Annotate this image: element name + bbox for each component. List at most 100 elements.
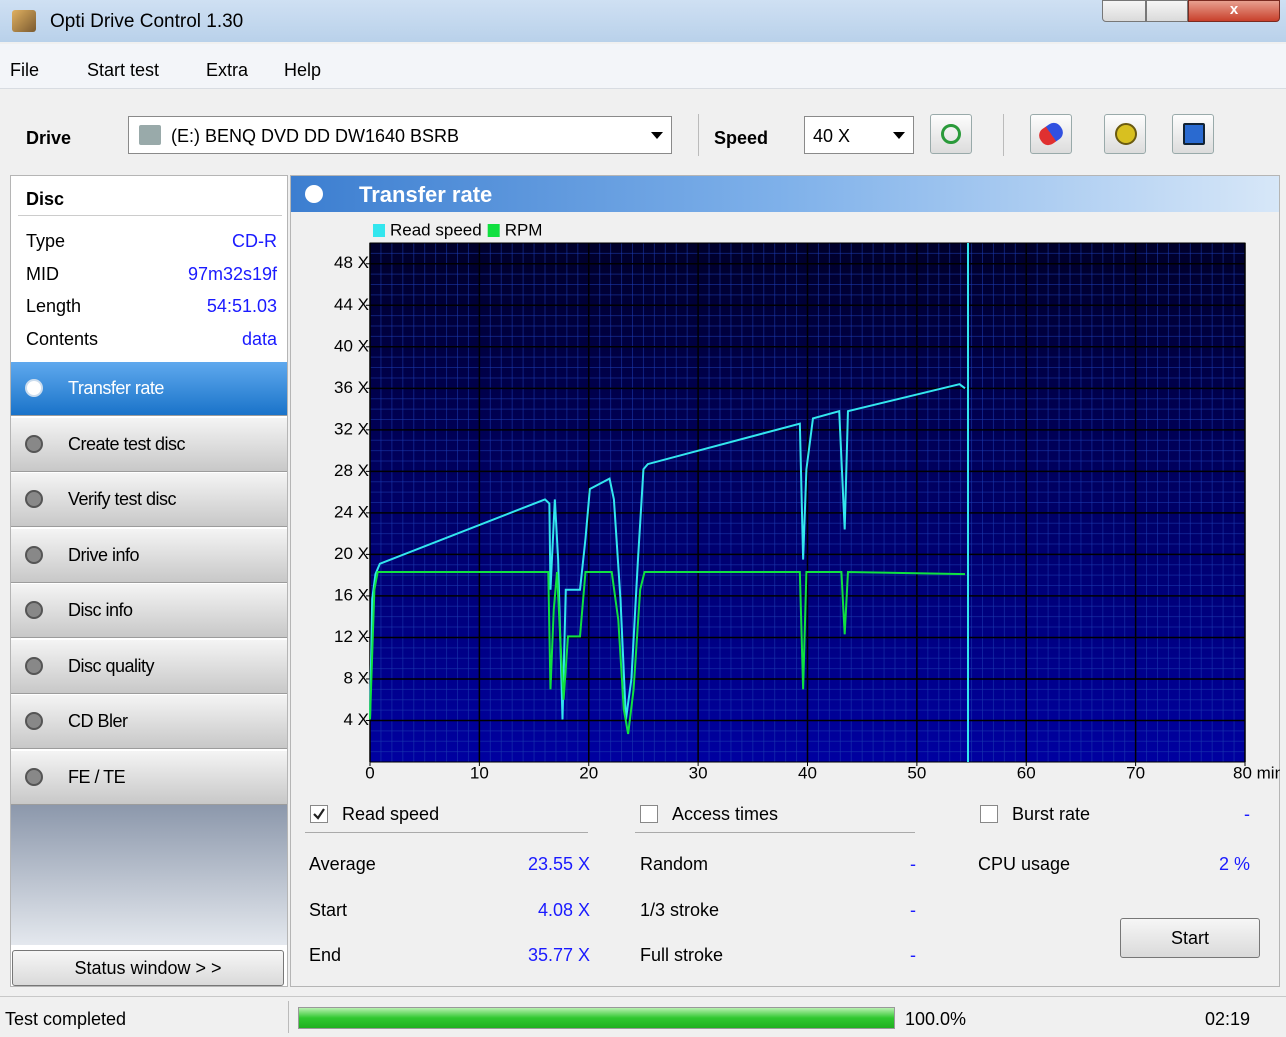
status-window-button[interactable]: Status window > > (12, 950, 284, 986)
disc-field-value: data (241, 328, 277, 349)
menu-item[interactable]: File (10, 60, 40, 80)
settings-button[interactable] (1104, 114, 1146, 154)
checkbox[interactable] (980, 805, 998, 823)
result-label: End (309, 945, 342, 965)
status-bar: Test completed 100.0% 02:19 (0, 996, 1286, 1037)
result-value: 2 % (1218, 854, 1250, 874)
drive-icon (139, 125, 161, 145)
chart: 4 X 8 X 12 X 16 X 20 X 24 X 28 X 32 X 36 X 40 X 44… (334, 220, 1280, 782)
result-value: 4.08 X (537, 899, 590, 920)
plot-border (369, 242, 1246, 763)
toolbar: Drive (E:) BENQ DVD DD DW1640 BSRB Speed… (0, 90, 1286, 172)
nav-item[interactable]: Drive info (11, 528, 287, 583)
nav-label: Drive info (68, 544, 140, 565)
checkbox[interactable] (640, 805, 658, 823)
app-icon (12, 10, 36, 32)
result-label: CPU usage (978, 854, 1071, 874)
y-tick-label: 32 X (334, 419, 369, 438)
title-bar: Opti Drive Control 1.30 x (0, 0, 1286, 42)
progress-track (298, 1007, 895, 1029)
nav-item[interactable]: Disc info (11, 584, 287, 638)
x-tick-label: 60 (1017, 763, 1036, 782)
x-tick-label: 80 min (1233, 763, 1280, 782)
separator (698, 114, 699, 156)
window-title: Opti Drive Control 1.30 (50, 11, 244, 32)
y-tick-label: 48 X (334, 253, 369, 272)
y-tick-label: 28 X (334, 461, 369, 480)
separator (1003, 114, 1004, 156)
nav-icon (25, 490, 43, 508)
disc-field-value: CD-R (232, 231, 277, 251)
separator (288, 1001, 289, 1033)
nav-icon (25, 712, 43, 730)
result-value: - (910, 854, 916, 874)
y-tick-label: 12 X (334, 627, 369, 646)
elapsed-time: 02:19 (1204, 1009, 1250, 1029)
minimize-button[interactable] (1102, 0, 1146, 22)
disc-title: Disc (26, 189, 65, 209)
nav-filler (11, 802, 287, 945)
result-label: Random (640, 854, 709, 874)
speed-label: Speed (714, 128, 769, 148)
nav-label: Disc info (68, 600, 133, 620)
dropdown-arrow (893, 132, 905, 139)
progress-bar (299, 1008, 894, 1028)
nav-icon (25, 545, 43, 564)
divider (18, 215, 282, 216)
nav-item[interactable]: Create test disc (11, 417, 287, 472)
checkbox[interactable] (310, 805, 328, 823)
nav-item[interactable]: Disc quality (11, 639, 287, 694)
drive-name: (E:) BENQ DVD DD DW1640 BSRB (171, 126, 460, 146)
settings-icon (1115, 123, 1137, 145)
erase-icon (1036, 119, 1066, 149)
legend-label: RPM (505, 220, 543, 239)
y-tick-label: 8 X (343, 668, 369, 687)
erase-button[interactable] (1030, 114, 1072, 154)
status-text: Test completed (5, 1009, 127, 1029)
y-tick-label: 44 X (334, 295, 369, 314)
x-tick-label: 20 (579, 763, 598, 782)
speed-value: 40 X (813, 126, 851, 146)
nav-icon (25, 656, 43, 675)
start-button[interactable]: Start (1120, 918, 1260, 958)
panel-icon (305, 185, 323, 203)
x-tick-label: 70 (1126, 763, 1145, 782)
legend-swatch (487, 224, 500, 237)
y-tick-label: 36 X (334, 378, 369, 397)
nav-label: FE / TE (68, 766, 126, 787)
disc-field-value: 97m32s19f (187, 263, 277, 284)
disc-field-label: Length (26, 296, 82, 316)
nav-item[interactable]: FE / TE (11, 750, 287, 805)
disc-field-label: Contents (26, 328, 99, 349)
y-tick-label: 24 X (334, 502, 369, 521)
nav-item[interactable]: Transfer rate (11, 362, 287, 416)
nav-item[interactable]: CD Bler (11, 695, 287, 749)
menu-bar: File Start test Extra Help (0, 44, 1286, 89)
close-button[interactable]: x (1188, 0, 1280, 22)
menu-item[interactable]: Help (284, 60, 322, 80)
x-tick-label: 50 (907, 763, 926, 782)
drive-select[interactable]: (E:) BENQ DVD DD DW1640 BSRB (128, 116, 672, 154)
nav-label: Disc quality (68, 655, 155, 676)
nav-label: CD Bler (68, 711, 128, 731)
nav-item[interactable]: Verify test disc (11, 473, 287, 527)
panel-header: Transfer rate (291, 176, 1279, 212)
menu-item[interactable]: Extra (206, 60, 249, 80)
series-line (369, 571, 966, 735)
result-label: Start (309, 899, 348, 920)
result-value: 35.77 X (527, 945, 590, 965)
save-icon (1183, 123, 1205, 145)
burst-value: - (1244, 804, 1250, 824)
speed-select[interactable]: 40 X (804, 116, 914, 154)
divider (635, 832, 915, 833)
save-button[interactable] (1172, 114, 1214, 154)
result-label: 1/3 stroke (640, 899, 720, 920)
y-tick-label: 4 X (343, 710, 369, 729)
maximize-button[interactable] (1146, 0, 1188, 22)
refresh-button[interactable] (930, 114, 972, 154)
y-tick-label: 40 X (334, 336, 369, 355)
menu-item[interactable]: Start test (87, 60, 160, 80)
nav-icon (25, 767, 43, 786)
drive-label: Drive (26, 128, 72, 148)
